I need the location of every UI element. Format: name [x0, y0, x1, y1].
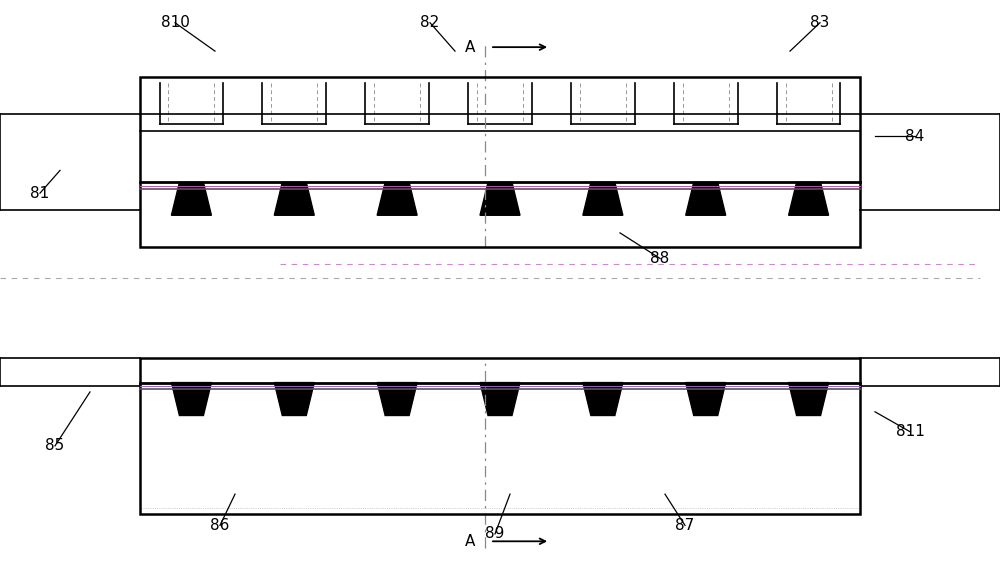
- Text: 88: 88: [650, 251, 670, 266]
- Polygon shape: [171, 182, 211, 215]
- Polygon shape: [274, 383, 314, 416]
- Text: 81: 81: [30, 186, 50, 201]
- Polygon shape: [686, 383, 726, 416]
- Text: 86: 86: [210, 518, 230, 533]
- Text: 82: 82: [420, 15, 440, 30]
- Text: 89: 89: [485, 527, 505, 541]
- Text: 811: 811: [896, 424, 924, 439]
- Text: 810: 810: [161, 15, 189, 30]
- Polygon shape: [583, 182, 623, 215]
- Polygon shape: [686, 182, 726, 215]
- Text: 85: 85: [45, 438, 65, 453]
- Polygon shape: [377, 383, 417, 416]
- Text: A: A: [465, 40, 475, 55]
- Polygon shape: [583, 383, 623, 416]
- Polygon shape: [274, 182, 314, 215]
- Text: 84: 84: [905, 129, 925, 144]
- Polygon shape: [789, 383, 829, 416]
- Text: 87: 87: [675, 518, 695, 533]
- Polygon shape: [480, 182, 520, 215]
- Polygon shape: [377, 182, 417, 215]
- Polygon shape: [480, 383, 520, 416]
- Bar: [140, 358, 860, 514]
- Polygon shape: [171, 383, 211, 416]
- Polygon shape: [789, 182, 829, 215]
- Bar: [140, 77, 860, 247]
- Text: A: A: [465, 534, 475, 549]
- Text: 83: 83: [810, 15, 830, 30]
